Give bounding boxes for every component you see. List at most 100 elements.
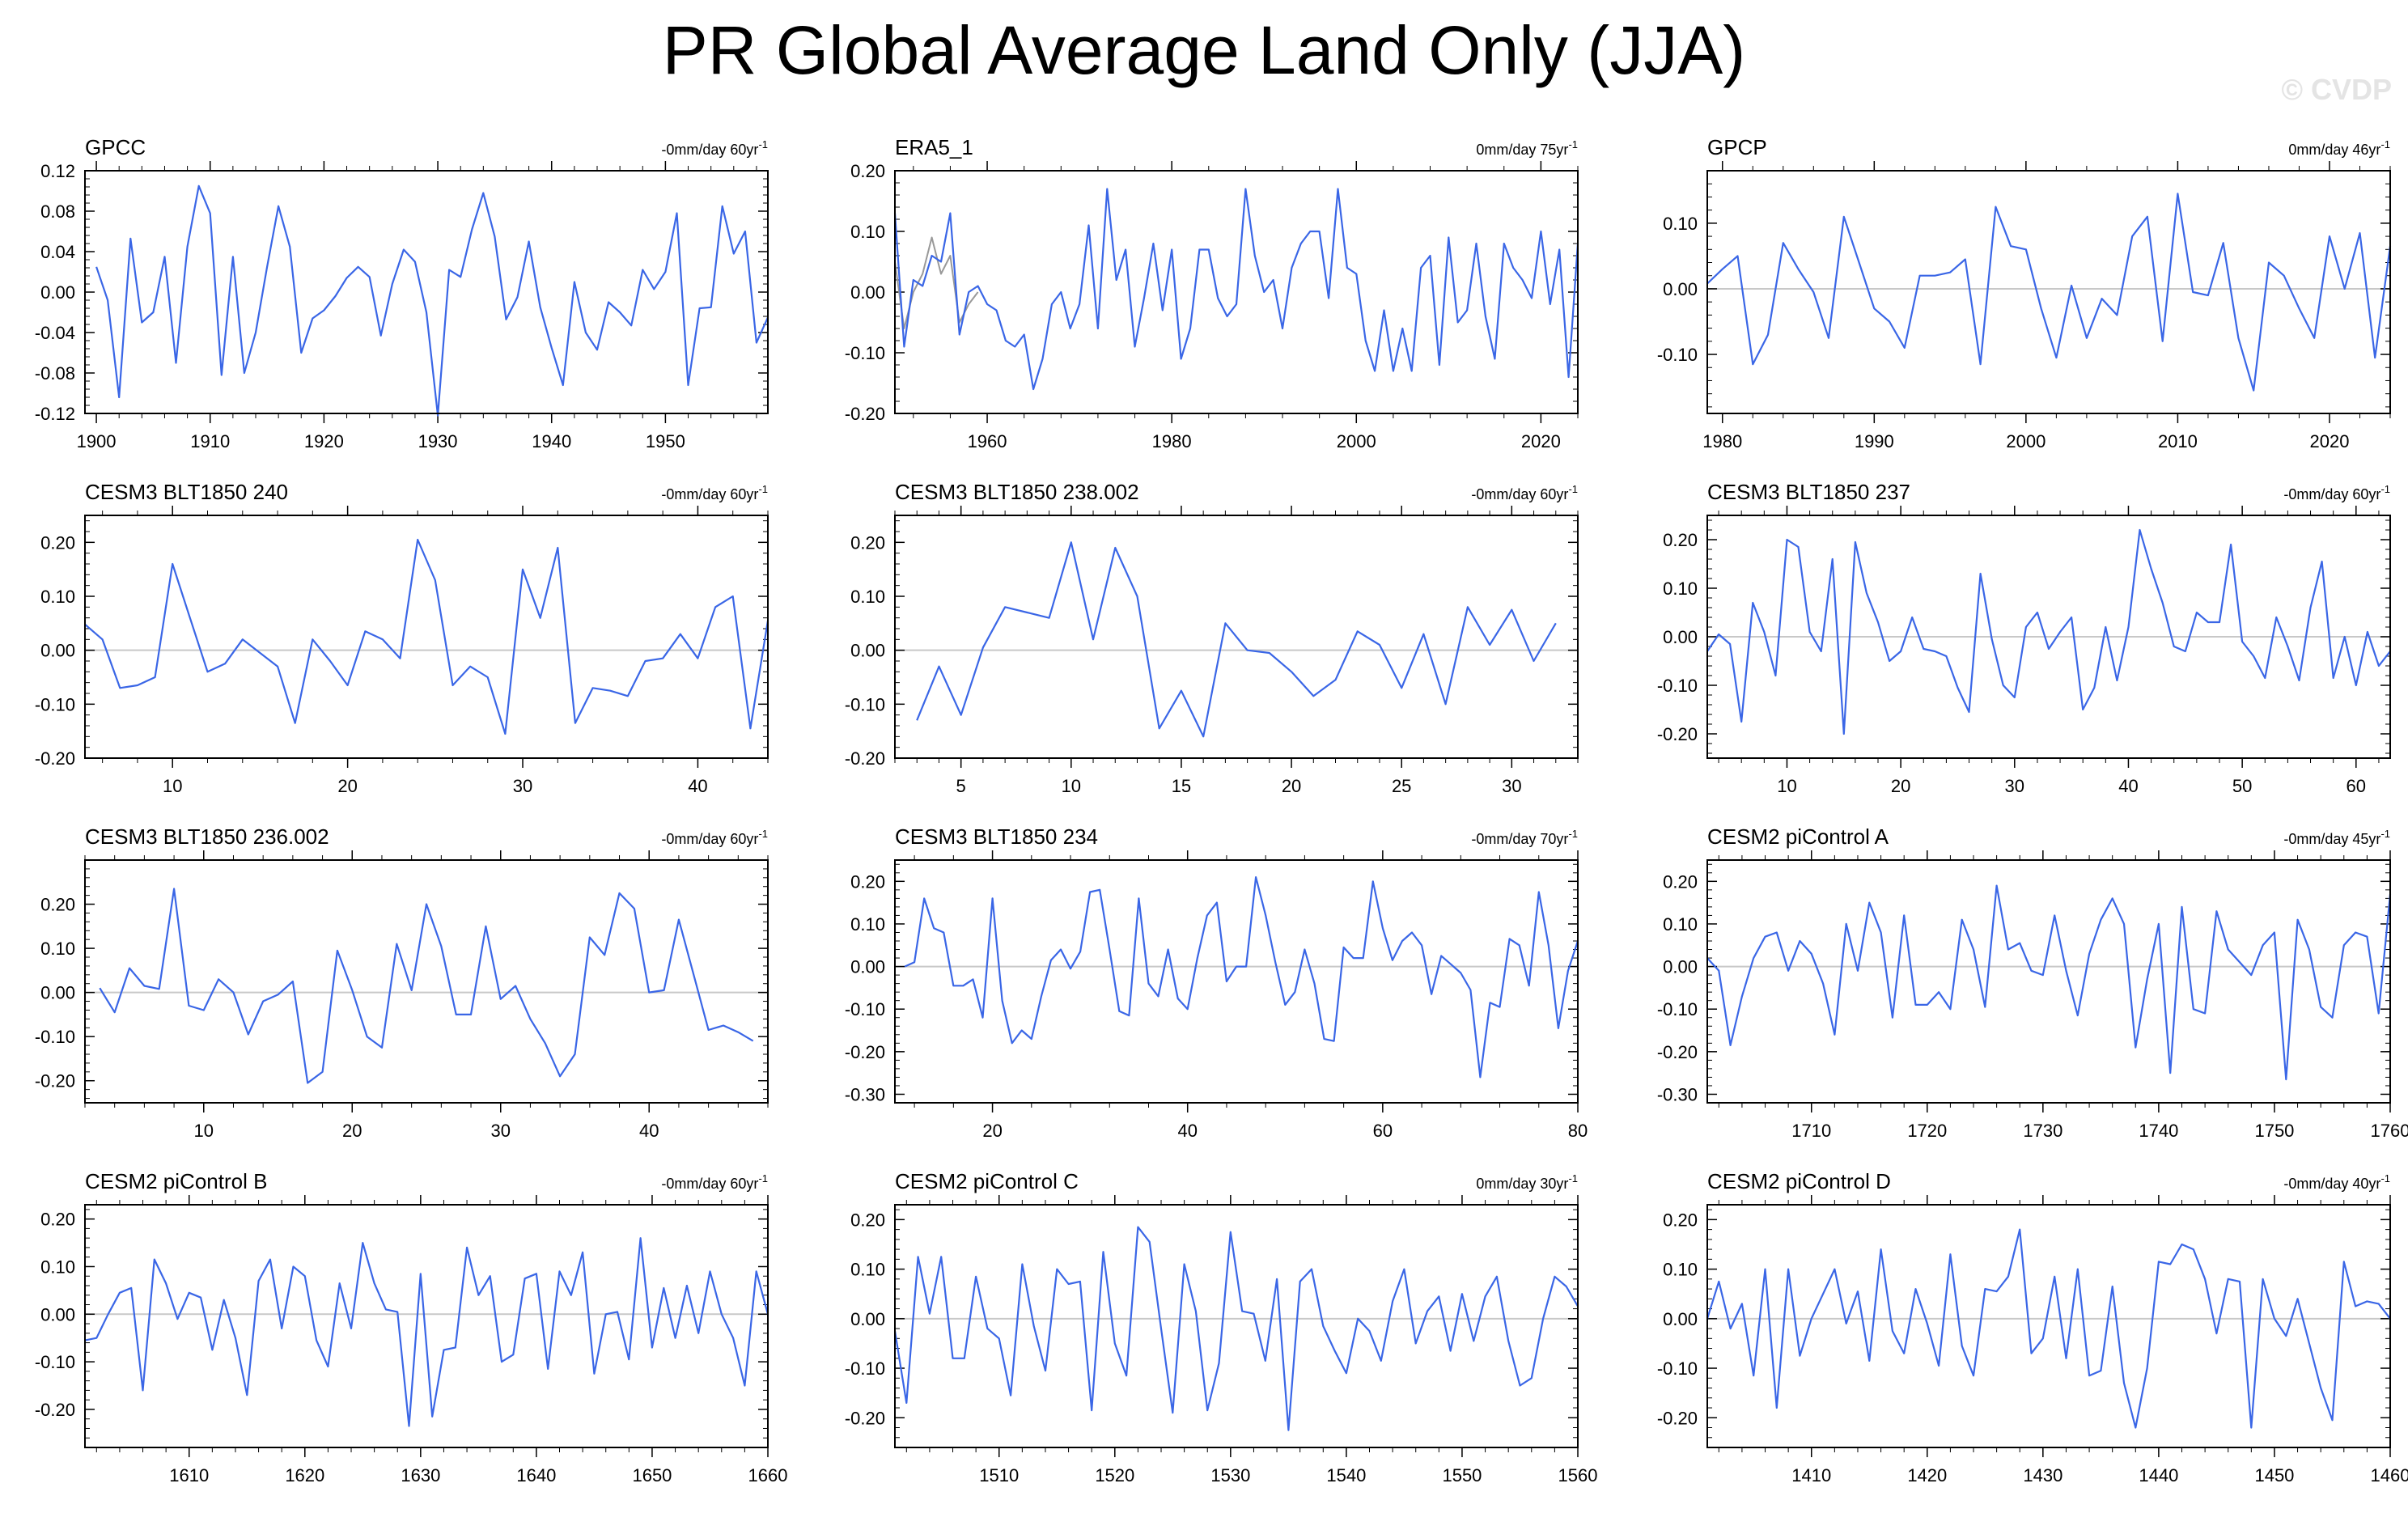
y-tick-label: 0.20 (850, 161, 885, 181)
x-tick-label: 1660 (748, 1465, 788, 1485)
y-tick-label: 0.10 (40, 1257, 75, 1277)
y-tick-label: 0.00 (850, 1309, 885, 1329)
y-tick-label: -0.10 (1657, 999, 1698, 1019)
plot-frame (84, 170, 769, 414)
x-tick-label: 1980 (1702, 431, 1742, 451)
y-tick-label: -0.08 (35, 363, 75, 384)
panel-title: CESM2 piControl B (85, 1169, 267, 1193)
y-tick-label: -0.20 (1657, 724, 1698, 744)
panel-gpcc: GPCC -0mm/day 60yr-1 -0.12 -0.08 -0.04 0.00 0.… (35, 135, 769, 451)
x-tick-label: 1750 (2254, 1121, 2294, 1141)
x-tick-label: 1430 (2023, 1465, 2062, 1485)
y-tick-label: 0.10 (1663, 214, 1698, 234)
panel-cesm2-picontrol-a: CESM2 piControl A -0mm/day 45yr-1 -0.30 -0.… (1657, 824, 2408, 1141)
x-tick-label: 40 (639, 1121, 659, 1141)
x-tick-label: 20 (337, 776, 357, 796)
y-tick-label: -0.20 (1657, 1042, 1698, 1062)
plot-frame (1706, 515, 2391, 759)
trend-label: -0mm/day 60yr-1 (1471, 483, 1578, 502)
panel-era5-1: ERA5_1 0mm/day 75yr-1 -0.20 -0.10 0.00 0.10 0.… (845, 135, 1579, 451)
series-line (1706, 193, 2392, 392)
series-line (95, 184, 769, 417)
plot-frame (894, 1204, 1579, 1448)
plot-frame (84, 859, 769, 1104)
trend-label: -0mm/day 70yr-1 (1471, 828, 1578, 847)
x-tick-label: 1640 (516, 1465, 556, 1485)
x-tick-label: 1510 (979, 1465, 1019, 1485)
panel-title: ERA5_1 (895, 135, 973, 159)
panel-cesm2-picontrol-c: CESM2 piControl C 0mm/day 30yr-1 -0.20 -0.1… (845, 1169, 1598, 1485)
x-tick-label: 1620 (285, 1465, 324, 1485)
trend-label: -0mm/day 60yr-1 (661, 828, 768, 847)
plot-frame (894, 859, 1579, 1104)
panel-title: CESM3 BLT1850 236.002 (85, 824, 329, 849)
y-tick-label: 0.20 (1663, 530, 1698, 550)
y-tick-label: -0.10 (845, 694, 885, 714)
x-tick-label: 20 (982, 1121, 1002, 1141)
panel-title: CESM3 BLT1850 234 (895, 824, 1098, 849)
y-tick-label: -0.10 (1657, 345, 1698, 365)
x-tick-label: 30 (1502, 776, 1521, 796)
y-tick-label: -0.20 (35, 1400, 75, 1420)
panel-title: CESM2 piControl D (1707, 1169, 1891, 1193)
x-tick-label: 1940 (532, 431, 571, 451)
panel-title: GPCP (1707, 135, 1767, 159)
panel-title: CESM2 piControl A (1707, 824, 1889, 849)
plot-frame (1706, 1204, 2391, 1448)
x-tick-label: 10 (1062, 776, 1081, 796)
x-tick-label: 25 (1392, 776, 1411, 796)
y-tick-label: -0.20 (35, 1071, 75, 1091)
plot-frame (894, 515, 1579, 759)
y-tick-label: 0.10 (850, 914, 885, 934)
x-tick-label: 1760 (2371, 1121, 2408, 1141)
x-tick-label: 1980 (1152, 431, 1192, 451)
x-tick-label: 1630 (401, 1465, 440, 1485)
y-tick-label: 0.04 (40, 242, 75, 262)
y-tick-label: 0.12 (40, 161, 75, 181)
series-line (904, 875, 1579, 1079)
series-line (1706, 884, 2392, 1081)
panel-title: CESM3 BLT1850 238.002 (895, 480, 1139, 504)
series-line (84, 1237, 769, 1427)
y-tick-label: -0.10 (35, 1027, 75, 1047)
y-tick-label: 0.10 (850, 587, 885, 607)
x-tick-label: 60 (2347, 776, 2366, 796)
x-tick-label: 30 (490, 1121, 510, 1141)
x-tick-label: 1560 (1558, 1465, 1598, 1485)
x-tick-label: 1740 (2139, 1121, 2178, 1141)
y-tick-label: -0.30 (1657, 1084, 1698, 1104)
x-tick-label: 1910 (190, 431, 230, 451)
x-tick-label: 1650 (632, 1465, 672, 1485)
plot-frame (894, 170, 1579, 414)
panel-cesm3-blt1850-236-002: CESM3 BLT1850 236.002 -0mm/day 60yr-1 -0.2… (35, 824, 769, 1141)
panel-cesm3-blt1850-238-002: CESM3 BLT1850 238.002 -0mm/day 60yr-1 -0.2… (845, 480, 1579, 796)
series-line (916, 541, 1557, 738)
trend-label: -0mm/day 60yr-1 (661, 1172, 768, 1192)
series-line (99, 888, 754, 1084)
x-tick-label: 2000 (1337, 431, 1376, 451)
x-tick-label: 1540 (1326, 1465, 1366, 1485)
y-tick-label: 0.00 (850, 641, 885, 661)
y-tick-label: 0.00 (1663, 1309, 1698, 1329)
page-title: PR Global Average Land Only (JJA) (662, 12, 1746, 88)
x-tick-label: 1450 (2254, 1465, 2294, 1485)
x-tick-label: 40 (1177, 1121, 1197, 1141)
y-tick-label: 0.20 (40, 532, 75, 553)
x-tick-label: 2020 (2310, 431, 2350, 451)
x-tick-label: 1530 (1210, 1465, 1250, 1485)
x-tick-label: 1900 (77, 431, 117, 451)
plot-frame (1706, 170, 2391, 414)
y-tick-label: 0.10 (1663, 914, 1698, 934)
y-tick-label: 0.10 (850, 222, 885, 242)
panel-cesm3-blt1850-234: CESM3 BLT1850 234 -0mm/day 70yr-1 -0.30 -0.… (845, 824, 1588, 1141)
panel-title: CESM3 BLT1850 240 (85, 480, 288, 504)
y-tick-label: -0.20 (845, 404, 885, 424)
y-tick-label: -0.10 (35, 1352, 75, 1372)
y-tick-label: -0.20 (35, 748, 75, 769)
y-tick-label: 0.00 (40, 1304, 75, 1324)
y-tick-label: 0.08 (40, 201, 75, 222)
series-line (84, 538, 769, 735)
x-tick-label: 5 (956, 776, 966, 796)
trend-label: 0mm/day 30yr-1 (1476, 1172, 1578, 1192)
y-tick-label: 0.10 (1663, 1260, 1698, 1280)
